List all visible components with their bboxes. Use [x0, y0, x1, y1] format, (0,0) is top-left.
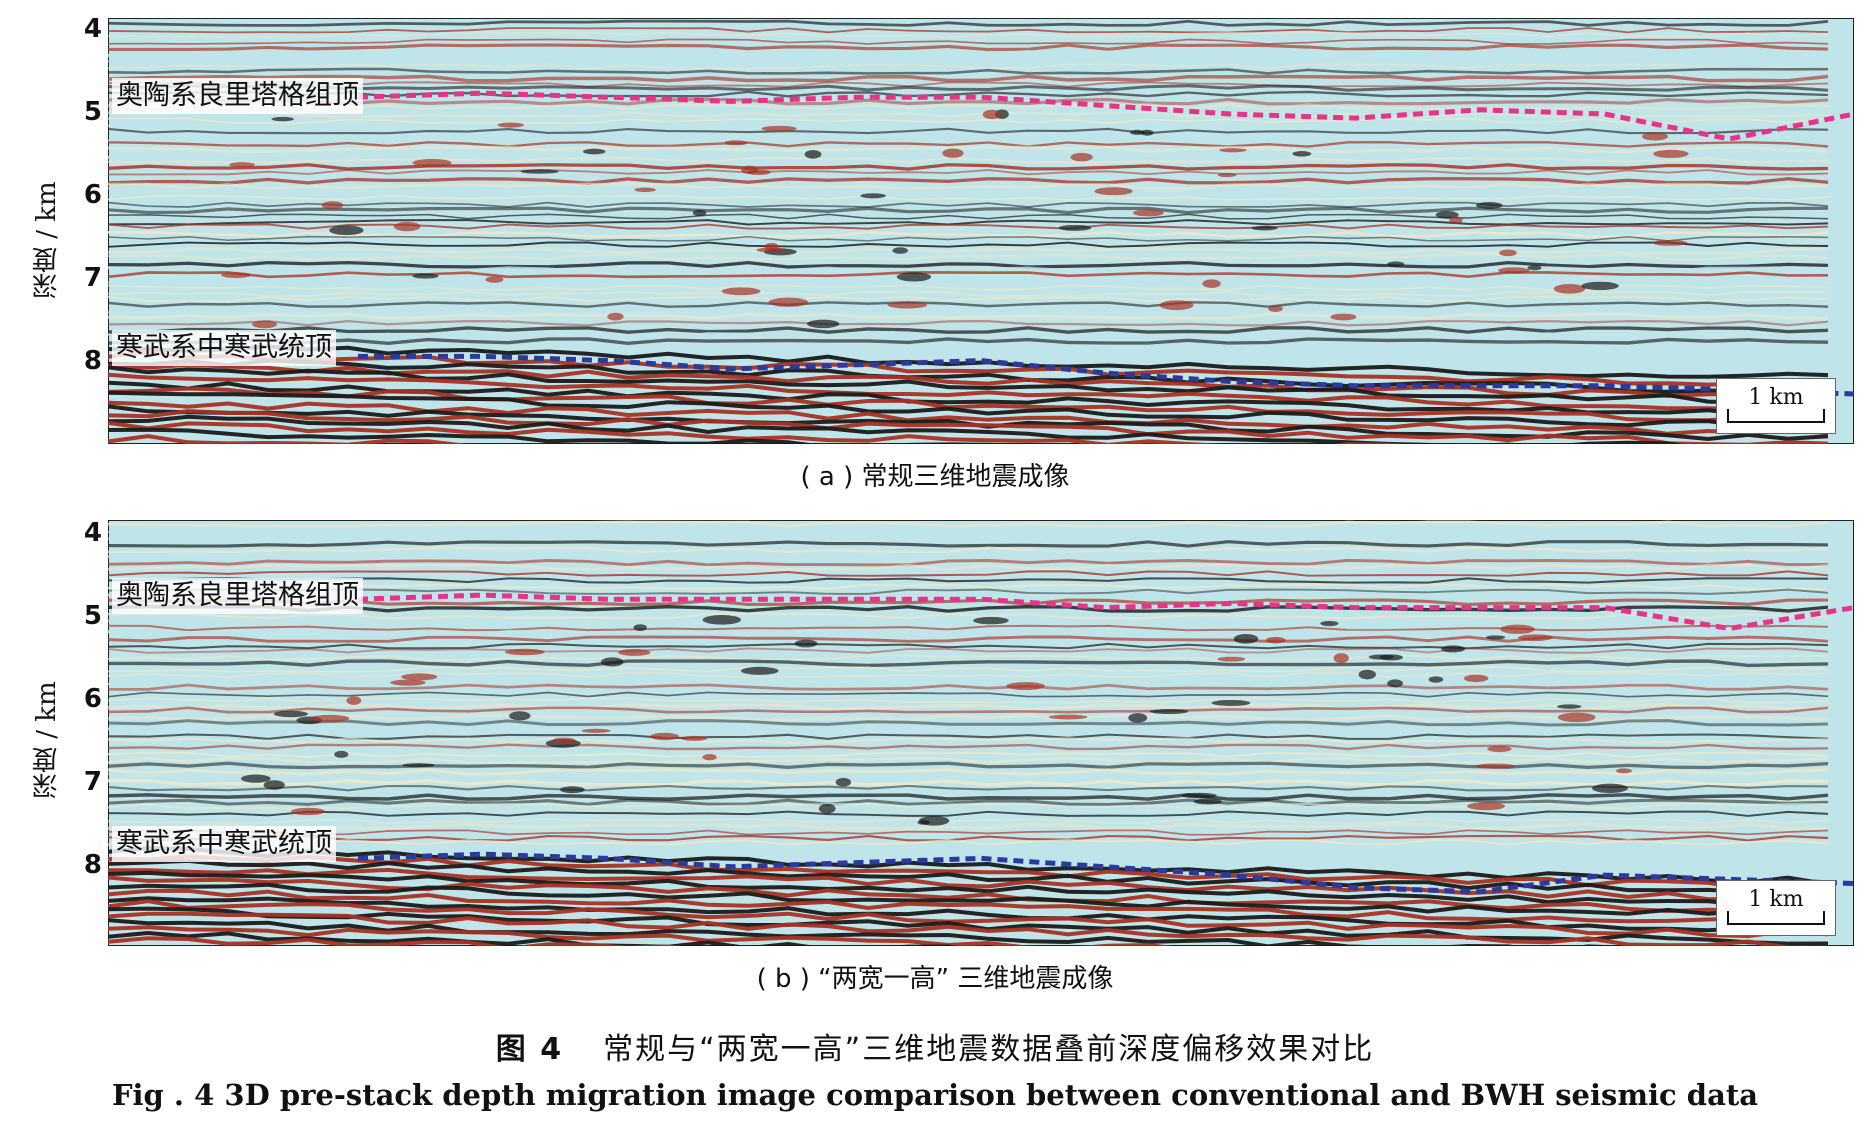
y-axis-label: 深度 / km: [28, 620, 68, 860]
y-tick: 8: [72, 346, 102, 376]
horizon-bottom-label: 寒武系中寒武统顶: [112, 330, 336, 366]
figure-title-en: Fig . 4 3D pre-stack depth migration ima…: [0, 1078, 1870, 1112]
y-tick: 6: [72, 684, 102, 714]
scale-bar-label: 1 km: [1717, 887, 1835, 912]
horizon-bottom-label: 寒武系中寒武统顶: [112, 826, 336, 862]
scale-bar: 1 km: [1716, 378, 1836, 434]
figure-title-zh: 图 4 常规与“两宽一高”三维地震数据叠前深度偏移效果对比: [0, 1024, 1870, 1068]
scale-bar: 1 km: [1716, 880, 1836, 936]
y-tick: 7: [72, 767, 102, 797]
figure-number: 图 4: [496, 1032, 563, 1067]
y-axis-label: 深度 / km: [28, 120, 68, 360]
horizon-top-label: 奥陶系良里塔格组顶: [112, 578, 363, 614]
y-tick: 5: [72, 601, 102, 631]
panel-caption: ( b ) “两宽一高” 三维地震成像: [0, 958, 1870, 995]
horizon-top-label: 奥陶系良里塔格组顶: [112, 78, 363, 114]
seismic-section-a: 奥陶系良里塔格组顶 寒武系中寒武统顶 1 km: [108, 18, 1854, 444]
y-tick: 5: [72, 97, 102, 127]
y-tick: 4: [72, 14, 102, 44]
seismic-section-b: 奥陶系良里塔格组顶 寒武系中寒武统顶 1 km: [108, 520, 1854, 946]
seismic-image: [108, 520, 1854, 946]
scale-bar-label: 1 km: [1717, 385, 1835, 410]
panel-caption: ( a ) 常规三维地震成像: [0, 456, 1870, 493]
y-tick: 6: [72, 180, 102, 210]
seismic-image: [108, 18, 1854, 444]
y-tick: 7: [72, 263, 102, 293]
figure-title-text: 常规与“两宽一高”三维地震数据叠前深度偏移效果对比: [603, 1032, 1374, 1067]
y-tick: 8: [72, 850, 102, 880]
y-tick: 4: [72, 518, 102, 548]
